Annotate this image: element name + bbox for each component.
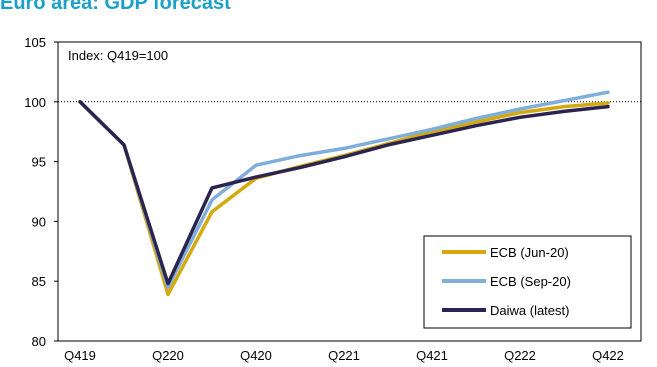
legend-label: ECB (Jun-20) bbox=[490, 245, 569, 260]
x-tick-label: Q422 bbox=[592, 348, 624, 363]
series-line bbox=[78, 90, 610, 289]
y-tick-label: 95 bbox=[32, 155, 46, 170]
series-group bbox=[78, 90, 610, 297]
x-tick-label: Q421 bbox=[416, 348, 448, 363]
y-tick-label: 85 bbox=[32, 274, 46, 289]
chart-annotation: Index: Q419=100 bbox=[68, 48, 168, 63]
x-tick-label: Q420 bbox=[240, 348, 272, 363]
y-tick-label: 90 bbox=[32, 214, 46, 229]
x-tick-label: Q221 bbox=[328, 348, 360, 363]
chart-title: Euro area: GDP forecast bbox=[0, 0, 231, 14]
y-tick-label: 100 bbox=[24, 95, 46, 110]
legend-label: ECB (Sep-20) bbox=[490, 274, 571, 289]
x-tick-label: Q220 bbox=[152, 348, 184, 363]
x-axis: Q419 Q220 Q420 Q221 Q421 Q222 Q422 bbox=[64, 348, 624, 363]
series-line bbox=[78, 100, 610, 286]
y-tick-label: 80 bbox=[32, 334, 46, 349]
y-axis: 80 85 90 95 100 105 bbox=[24, 35, 58, 349]
x-tick-label: Q419 bbox=[64, 348, 96, 363]
legend-label: Daiwa (latest) bbox=[490, 303, 569, 318]
legend: ECB (Jun-20) ECB (Sep-20) Daiwa (latest) bbox=[423, 235, 632, 329]
x-tick-label: Q222 bbox=[504, 348, 536, 363]
y-tick-label: 105 bbox=[24, 35, 46, 50]
